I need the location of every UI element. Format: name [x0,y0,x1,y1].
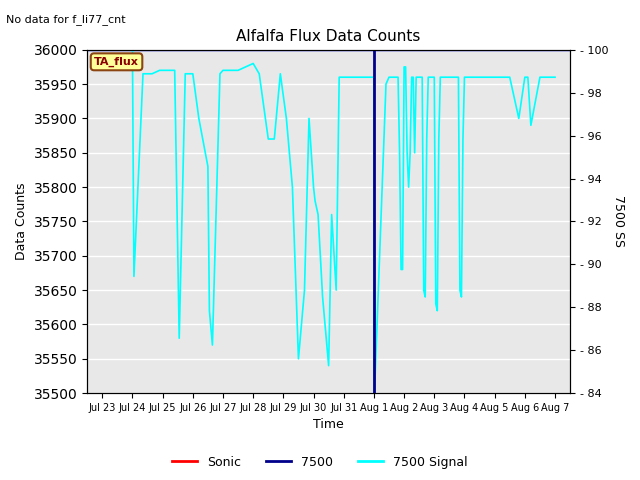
7500 Signal [458,294,465,300]
7500 Signal [371,390,378,396]
Y-axis label: Data Counts: Data Counts [15,183,28,260]
Line: 7500 Signal: 7500 Signal [102,50,555,393]
Y-axis label: 7500 SS: 7500 SS [612,195,625,247]
Text: No data for f_li77_cnt: No data for f_li77_cnt [6,14,126,25]
7500 Signal [189,71,196,77]
Text: TA_flux: TA_flux [94,57,139,67]
7500 Signal [432,301,440,307]
X-axis label: Time: Time [313,419,344,432]
Title: Alfalfa Flux Data Counts: Alfalfa Flux Data Counts [236,29,421,44]
Legend: Sonic, 7500, 7500 Signal: Sonic, 7500, 7500 Signal [167,451,473,474]
7500 Signal [99,47,106,53]
7500 Signal [234,68,242,73]
7500 Signal [397,266,405,272]
7500 Signal [205,308,213,313]
7500 Signal [551,74,559,80]
